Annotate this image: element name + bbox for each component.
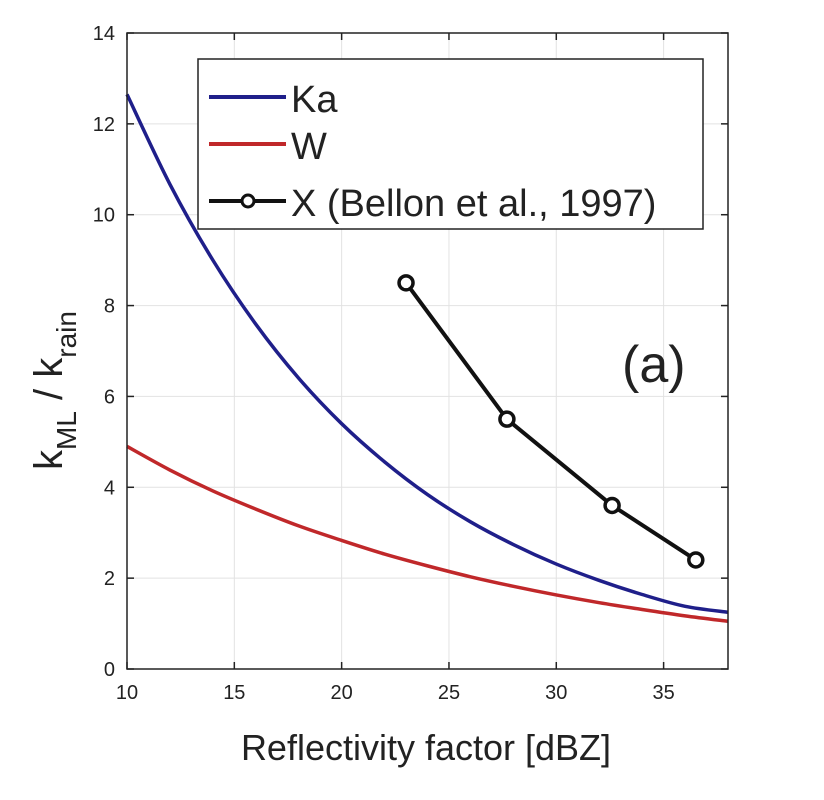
series-line-2	[404, 281, 697, 562]
y-tick-label: 8	[104, 296, 115, 318]
y-tick-label: 0	[104, 659, 115, 681]
x-tick-label: 10	[116, 682, 138, 704]
y-tick-label: 4	[104, 477, 115, 499]
series-line-0	[125, 93, 729, 614]
ticks: 10 15 20 25 30 35 0 2 4 6 8 10 12 14	[93, 23, 728, 704]
data-point-marker	[687, 551, 705, 569]
x-axis-label: Reflectivity factor [dBZ]	[241, 727, 611, 768]
y-axis-label: kML / krain	[27, 311, 82, 470]
data-point-marker	[603, 496, 621, 515]
y-tick-label: 14	[93, 23, 115, 45]
y-tick-label: 12	[93, 114, 115, 136]
series-line-1	[126, 444, 729, 624]
data-point-marker	[397, 274, 415, 292]
panel-annotation: (a)	[622, 336, 686, 394]
x-tick-label: 25	[438, 682, 460, 704]
legend-label-x: X (Bellon et al., 1997)	[291, 183, 656, 225]
y-tick-label: 10	[93, 205, 115, 227]
legend: Ka W X (Bellon et al., 1997)	[197, 58, 704, 230]
data-point-marker	[498, 410, 516, 428]
x-tick-label: 30	[545, 682, 567, 704]
legend-marker-x	[240, 193, 256, 209]
plot-frame	[126, 32, 729, 670]
x-tick-label: 20	[331, 682, 353, 704]
x-tick-label: 35	[652, 682, 674, 704]
y-tick-label: 2	[104, 568, 115, 590]
y-tick-label: 6	[104, 386, 115, 408]
x-tick-label: 15	[223, 682, 245, 704]
legend-label-ka: Ka	[291, 79, 338, 121]
legend-label-w: W	[291, 126, 327, 168]
series-layer	[125, 93, 729, 624]
